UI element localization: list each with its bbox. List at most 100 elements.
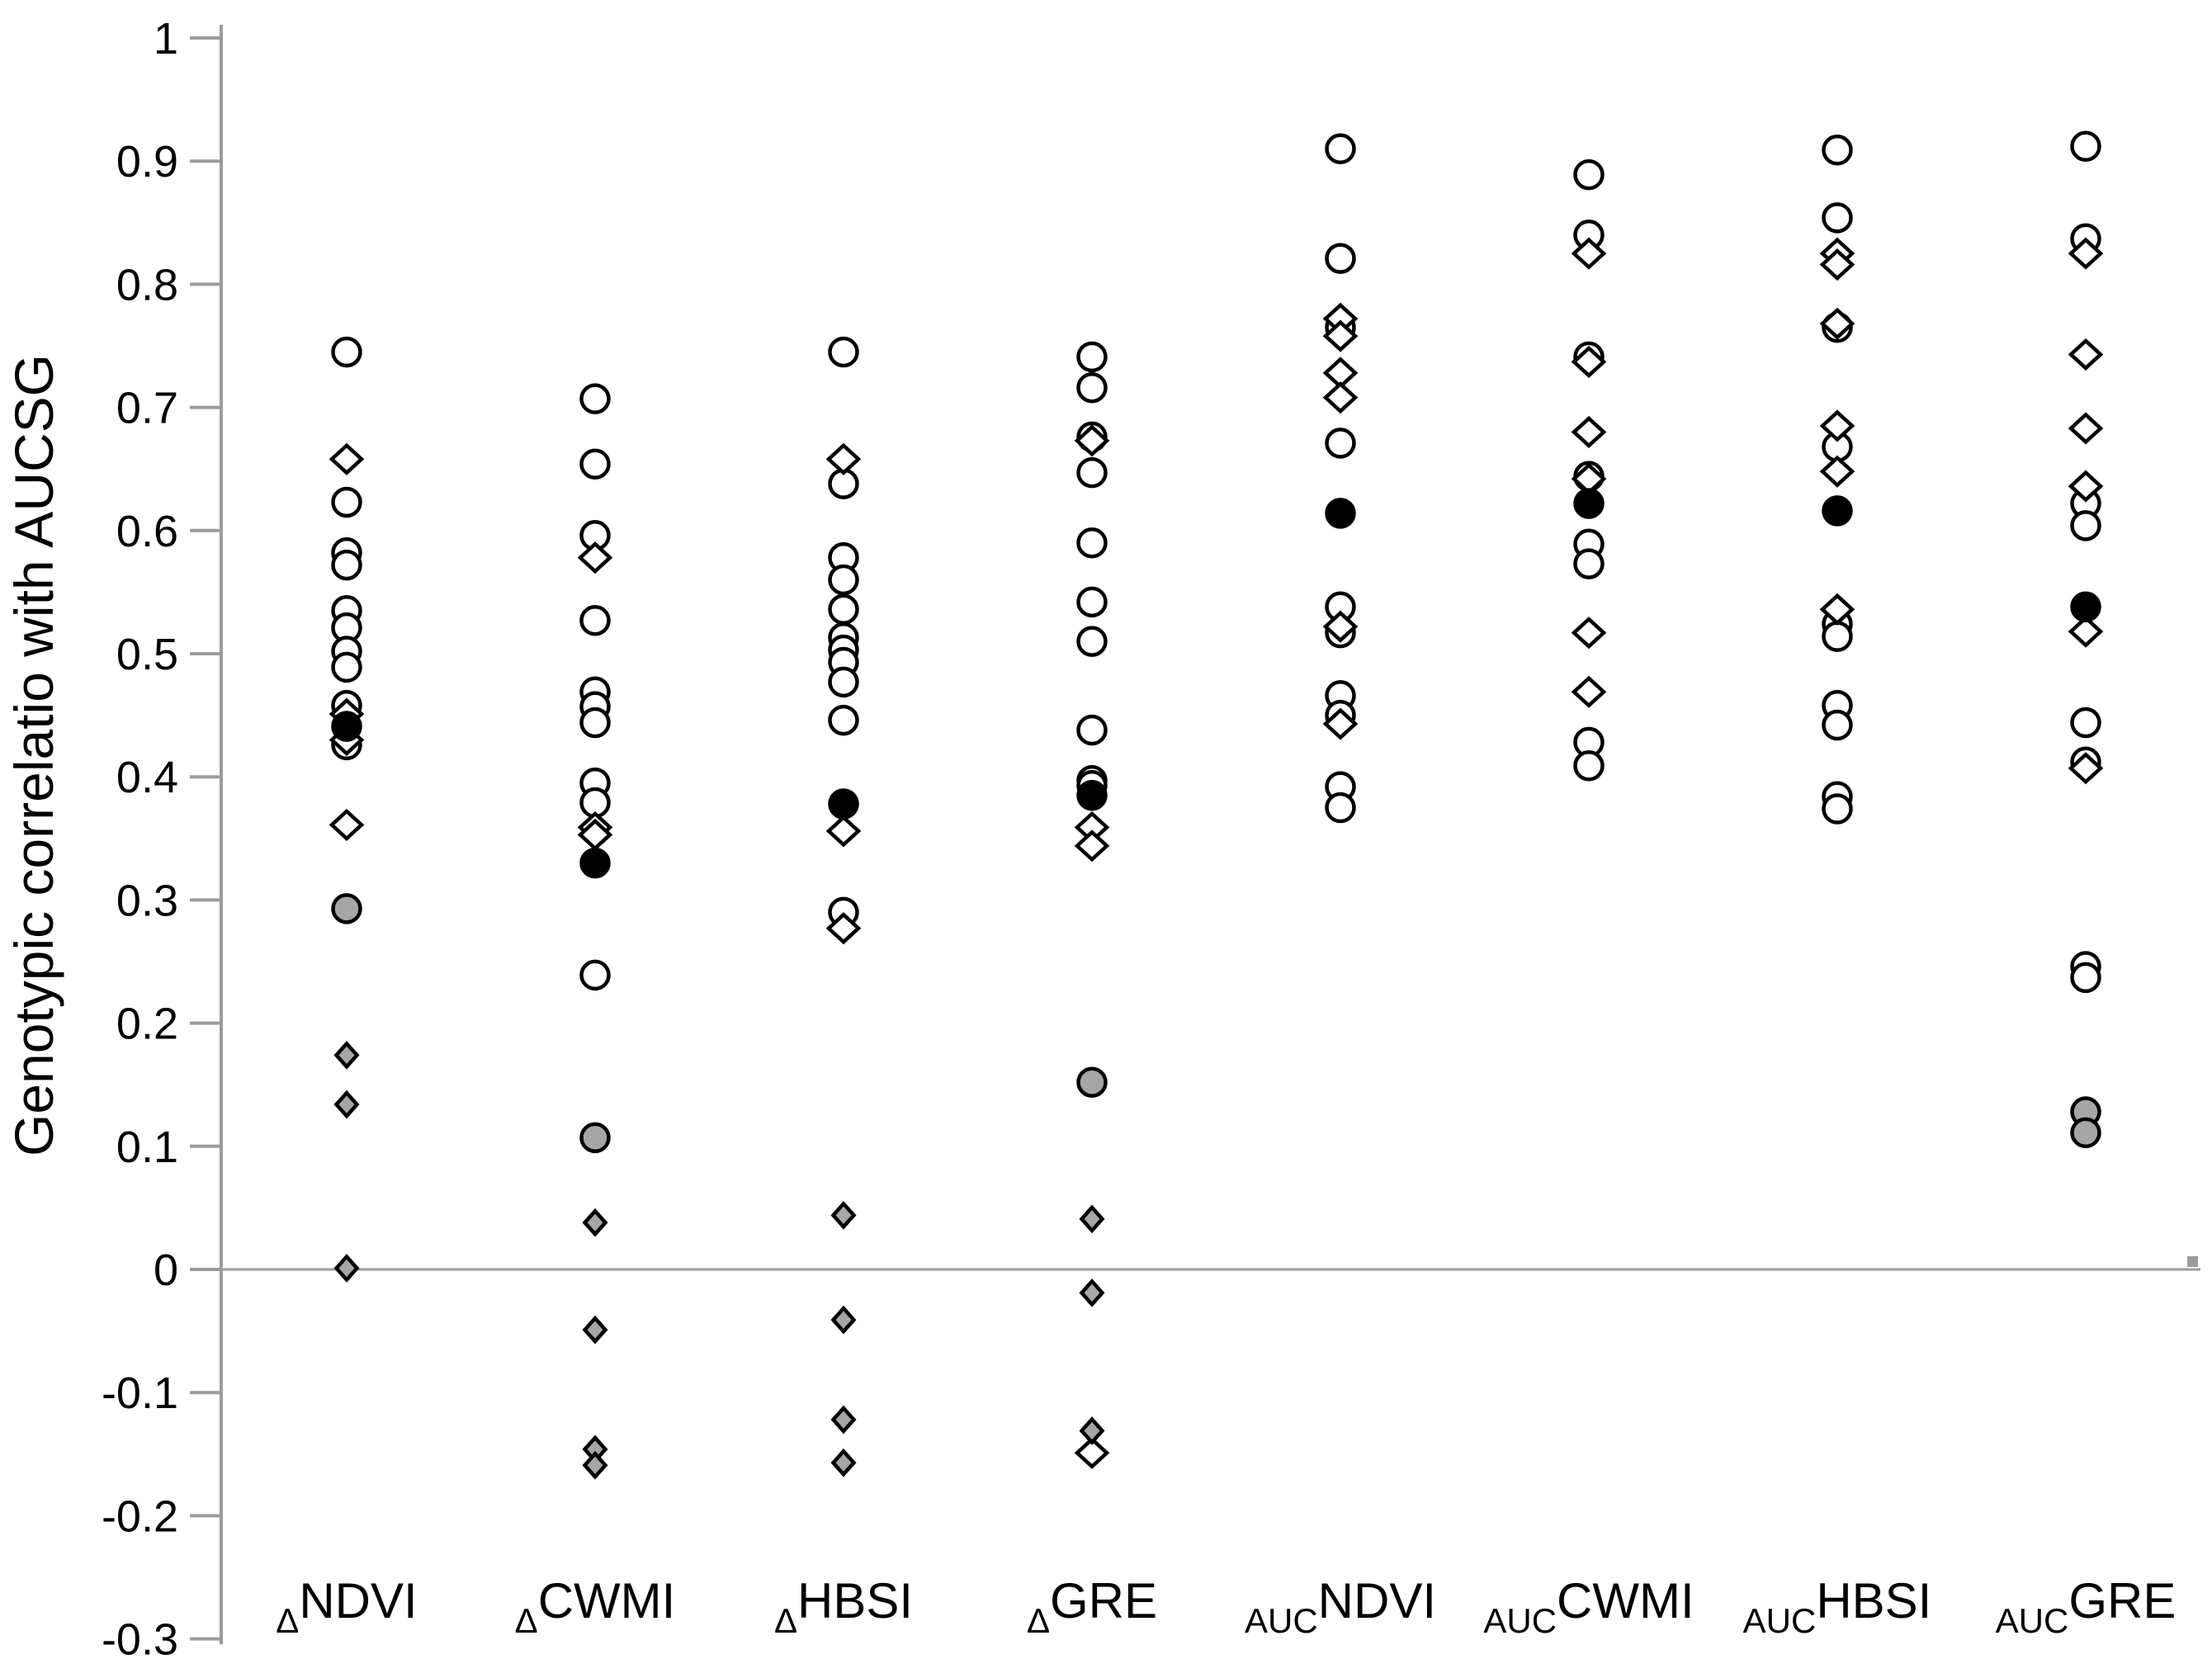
data-point xyxy=(1819,248,1855,281)
data-point xyxy=(1322,707,1359,740)
data-point xyxy=(1076,714,1108,746)
data-point xyxy=(582,1315,608,1345)
category-name: CWMI xyxy=(538,1573,676,1628)
data-point xyxy=(579,707,611,739)
data-point xyxy=(1573,548,1605,579)
data-point xyxy=(333,1254,360,1283)
data-point xyxy=(1573,750,1605,782)
data-point xyxy=(328,442,365,475)
category-name: HBSI xyxy=(1816,1573,1931,1628)
data-point xyxy=(828,593,859,626)
x-category-label: ΔNDVI xyxy=(276,1573,417,1640)
y-tick-label: 0 xyxy=(154,1246,178,1295)
data-point xyxy=(2068,752,2104,785)
category-prefix: AUC xyxy=(1245,1601,1318,1640)
data-point xyxy=(1571,415,1607,448)
x-category-label: ΔHBSI xyxy=(774,1573,913,1640)
data-point xyxy=(1074,830,1110,863)
data-point xyxy=(825,912,862,945)
category-prefix: Δ xyxy=(774,1601,797,1640)
data-point xyxy=(2068,412,2104,445)
data-point xyxy=(2068,338,2104,371)
data-point xyxy=(331,336,362,368)
y-tick-label: 0.6 xyxy=(116,507,178,556)
data-point xyxy=(2068,470,2104,503)
data-points-layer xyxy=(328,130,2104,1480)
data-point xyxy=(1325,243,1356,274)
data-point xyxy=(1571,617,1607,650)
series-gray-diamonds xyxy=(333,1041,1105,1480)
data-point xyxy=(579,604,611,636)
data-point xyxy=(579,1122,611,1154)
y-tick-label: 0.2 xyxy=(116,1000,178,1049)
y-tick-label: -0.1 xyxy=(102,1368,178,1418)
data-point xyxy=(2070,1117,2101,1149)
data-point xyxy=(1074,1436,1110,1469)
y-tick-label: 0.7 xyxy=(116,384,178,433)
category-prefix: Δ xyxy=(1027,1601,1050,1640)
data-point xyxy=(2070,591,2101,623)
y-tick-label: 0.3 xyxy=(116,876,178,925)
data-point xyxy=(828,666,859,698)
data-point xyxy=(1822,135,1853,166)
data-point xyxy=(1322,610,1359,643)
data-point xyxy=(2070,130,2101,163)
data-point xyxy=(1325,498,1356,529)
x-category-label: AUCGRE xyxy=(1996,1573,2177,1640)
data-point xyxy=(331,549,362,581)
data-point xyxy=(2070,962,2101,994)
gridline-end-mark xyxy=(2187,1256,2198,1267)
y-axis-title: Genotypic correlatio with AUCSG xyxy=(3,354,64,1156)
y-tick-label: 0.9 xyxy=(116,137,178,187)
data-point xyxy=(828,336,859,368)
data-point xyxy=(825,442,862,475)
data-point xyxy=(1573,488,1605,519)
data-point xyxy=(825,815,862,848)
y-tick-label: 0.5 xyxy=(116,630,178,679)
data-point xyxy=(830,1200,857,1230)
data-point xyxy=(1076,779,1108,811)
data-point xyxy=(2068,237,2104,270)
data-point xyxy=(1325,428,1356,459)
x-category-label: AUCNDVI xyxy=(1245,1573,1436,1640)
data-point xyxy=(1074,424,1110,457)
category-name: GRE xyxy=(2068,1573,2176,1628)
category-prefix: AUC xyxy=(1743,1601,1817,1640)
data-point xyxy=(828,564,859,596)
y-tick-label: 0.4 xyxy=(116,753,178,802)
data-point xyxy=(579,383,611,414)
data-point xyxy=(328,808,365,841)
data-point xyxy=(1819,409,1855,442)
axis-layer xyxy=(190,25,2200,1644)
data-point xyxy=(1819,307,1855,340)
data-point xyxy=(579,847,611,879)
data-point xyxy=(1322,319,1359,352)
data-point xyxy=(830,1448,857,1477)
data-point xyxy=(1076,626,1108,657)
data-point xyxy=(1076,371,1108,404)
data-point xyxy=(582,1208,608,1237)
y-tick-label: 0.1 xyxy=(116,1123,178,1172)
data-point xyxy=(828,788,859,820)
data-point xyxy=(2070,510,2101,541)
category-prefix: AUC xyxy=(1996,1601,2069,1640)
data-point xyxy=(1079,1204,1105,1234)
data-point xyxy=(1822,202,1853,234)
y-tick-label: -0.3 xyxy=(102,1615,178,1665)
data-point xyxy=(1822,709,1853,741)
data-point xyxy=(1076,527,1108,559)
data-point xyxy=(1822,495,1853,527)
category-prefix: Δ xyxy=(276,1601,299,1640)
axis-labels-layer: 1 0.9 0.8 0.7 0.6 0.5 0.4 0.3 0.2 0.1 0 -0.1 -0.2 -0.… xyxy=(102,14,2176,1665)
x-category-label: AUCCWMI xyxy=(1483,1573,1694,1640)
category-name: NDVI xyxy=(299,1573,417,1628)
category-prefix: Δ xyxy=(515,1601,538,1640)
data-point xyxy=(1076,1066,1108,1098)
series-black-circles xyxy=(331,488,2101,879)
data-point xyxy=(828,704,859,736)
data-point xyxy=(1079,1278,1105,1307)
data-point xyxy=(333,1090,360,1119)
category-name: CWMI xyxy=(1557,1573,1694,1628)
category-name: GRE xyxy=(1050,1573,1157,1628)
